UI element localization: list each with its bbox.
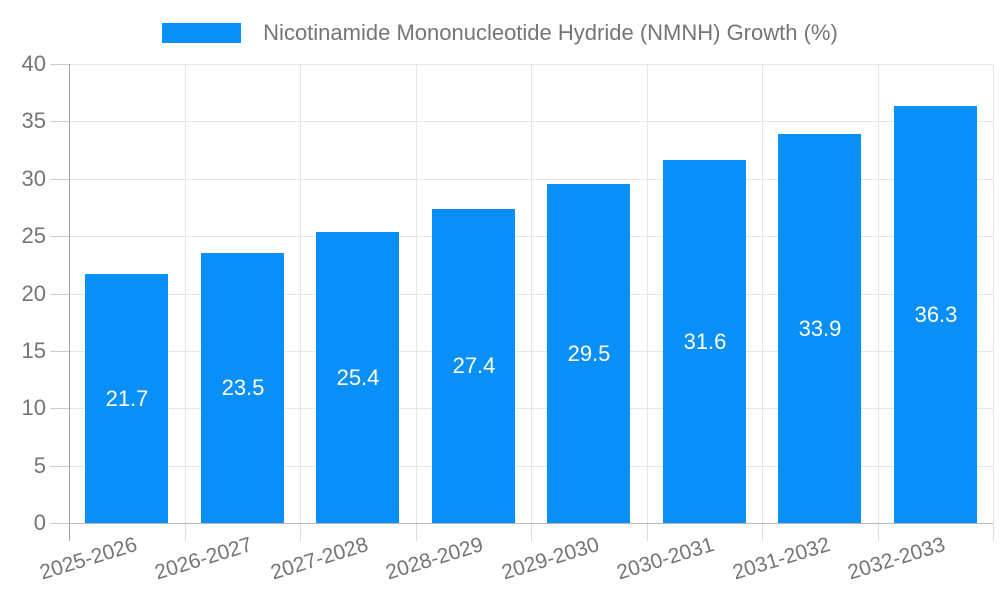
- bar: [201, 253, 284, 523]
- legend-color-swatch-icon: [162, 23, 242, 43]
- legend: Nicotinamide Mononucleotide Hydride (NMN…: [0, 19, 1000, 47]
- bar-value-label: 25.4: [336, 365, 380, 390]
- bar: [432, 209, 515, 523]
- y-axis-tick-label: 10: [21, 395, 46, 420]
- y-axis-line: [69, 64, 70, 541]
- bar-value-label: 23.5: [221, 375, 265, 400]
- y-axis-tick-label: 25: [21, 223, 46, 248]
- bar: [85, 274, 168, 523]
- bar: [316, 232, 399, 523]
- y-axis-tick-label: 5: [33, 453, 46, 478]
- bar: [663, 160, 746, 523]
- x-gridline: [878, 64, 879, 523]
- x-axis-tick-mark: [993, 523, 994, 541]
- y-axis-tick-label: 20: [21, 281, 46, 306]
- x-axis-tick-mark: [416, 523, 417, 541]
- y-axis-tick-label: 30: [21, 166, 46, 191]
- y-axis-tick-mark: [50, 351, 69, 352]
- bar-value-label: 36.3: [914, 302, 958, 327]
- x-axis-tick-label: 2030-2031: [613, 533, 717, 585]
- x-gridline: [762, 64, 763, 523]
- bar-value-label: 21.7: [105, 386, 149, 411]
- bar-value-label: 27.4: [452, 353, 496, 378]
- y-axis-tick-label: 15: [21, 338, 46, 363]
- x-axis-tick-mark: [185, 523, 186, 541]
- x-axis-tick-label: 2028-2029: [382, 533, 486, 585]
- x-gridline: [185, 64, 186, 523]
- x-axis-tick-label: 2026-2027: [151, 533, 255, 585]
- y-axis-tick-mark: [50, 408, 69, 409]
- x-axis-tick-label: 2032-2033: [844, 533, 948, 585]
- y-axis-tick-mark: [50, 179, 69, 180]
- x-axis-tick-label: 2031-2032: [729, 533, 833, 585]
- bar-value-label: 29.5: [567, 341, 611, 366]
- x-gridline: [647, 64, 648, 523]
- x-gridline: [531, 64, 532, 523]
- y-axis-tick-mark: [50, 466, 69, 467]
- bar-value-label: 33.9: [798, 316, 842, 341]
- y-axis-tick-mark: [50, 236, 69, 237]
- x-axis-tick-mark: [531, 523, 532, 541]
- plot-right-border: [993, 64, 994, 523]
- y-axis-tick-mark: [50, 523, 69, 524]
- bar: [547, 184, 630, 523]
- x-gridline: [300, 64, 301, 523]
- bar-value-label: 31.6: [683, 329, 727, 354]
- bar: [894, 106, 977, 523]
- x-axis-line: [69, 523, 993, 524]
- x-gridline: [416, 64, 417, 523]
- x-axis-tick-mark: [300, 523, 301, 541]
- legend-label: Nicotinamide Mononucleotide Hydride (NMN…: [263, 20, 838, 45]
- y-axis-tick-label: 35: [21, 108, 46, 133]
- bar: [778, 134, 861, 523]
- y-axis-tick-label: 0: [33, 510, 46, 535]
- x-axis-tick-label: 2027-2028: [267, 533, 371, 585]
- y-axis-tick-mark: [50, 64, 69, 65]
- x-axis-tick-label: 2025-2026: [36, 533, 140, 585]
- y-axis-tick-mark: [50, 294, 69, 295]
- x-axis-tick-mark: [647, 523, 648, 541]
- x-axis-tick-mark: [878, 523, 879, 541]
- x-axis-tick-mark: [762, 523, 763, 541]
- y-axis-tick-label: 40: [21, 51, 46, 76]
- y-axis-tick-mark: [50, 121, 69, 122]
- x-axis-tick-label: 2029-2030: [498, 533, 602, 585]
